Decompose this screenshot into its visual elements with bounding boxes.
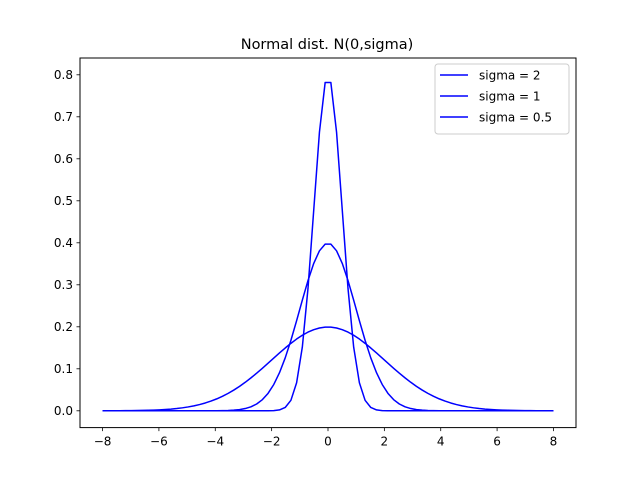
- x-tick-label: 4: [437, 435, 445, 449]
- series-line-2: [102, 81, 554, 412]
- y-tick-label: 0.0: [54, 404, 73, 418]
- y-tick-label: 0.8: [54, 68, 73, 82]
- x-tick-label: 6: [493, 435, 501, 449]
- y-tick-label: 0.2: [54, 320, 73, 334]
- x-tick-label: 2: [381, 435, 389, 449]
- chart-title: Normal dist. N(0,sigma): [241, 37, 414, 53]
- y-tick-label: 0.6: [54, 152, 73, 166]
- x-tick-label: 8: [550, 435, 558, 449]
- x-axis: −8 −6 −4 −2 0 2 4 6 8: [94, 427, 558, 449]
- y-axis: 0.0 0.1 0.2 0.3 0.4 0.5 0.6 0.7 0.8: [54, 68, 80, 418]
- y-tick-label: 0.7: [54, 110, 73, 124]
- legend: sigma = 2 sigma = 1 sigma = 0.5: [434, 63, 570, 135]
- x-tick-label: 0: [324, 435, 332, 449]
- x-tick-label: −6: [150, 435, 168, 449]
- series-line-0: [102, 326, 554, 412]
- legend-label: sigma = 2: [479, 68, 541, 82]
- legend-entries: sigma = 2 sigma = 1 sigma = 0.5: [440, 68, 552, 124]
- y-tick-label: 0.5: [54, 194, 73, 208]
- legend-label: sigma = 0.5: [479, 110, 552, 124]
- x-tick-label: −8: [94, 435, 112, 449]
- y-tick-label: 0.1: [54, 362, 73, 376]
- y-tick-label: 0.4: [54, 236, 73, 250]
- y-tick-label: 0.3: [54, 278, 73, 292]
- plot-lines: [102, 81, 554, 412]
- legend-label: sigma = 1: [479, 89, 541, 103]
- x-tick-label: −2: [263, 435, 281, 449]
- legend-box: [434, 63, 570, 135]
- x-tick-label: −4: [206, 435, 224, 449]
